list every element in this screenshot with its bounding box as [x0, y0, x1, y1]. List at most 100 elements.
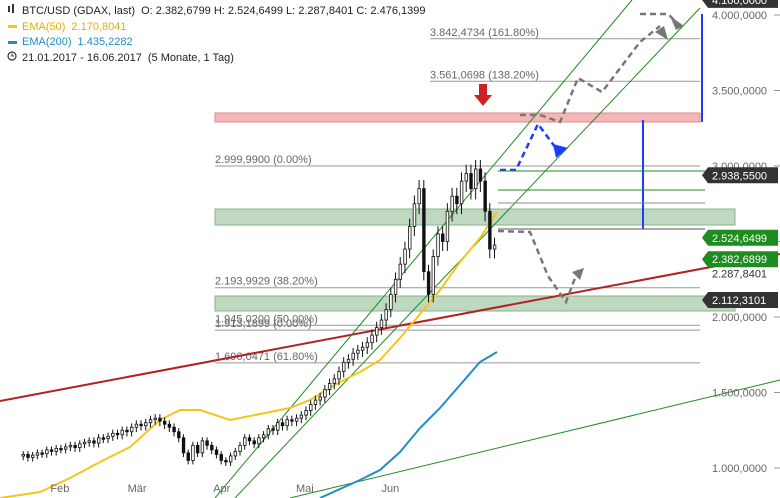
candle-body: [205, 440, 209, 446]
legend-ema50-row[interactable]: EMA(50) 2.170,8041: [6, 20, 425, 36]
price-tag-bg: [702, 229, 778, 246]
legend-period-row: 21.01.2017 - 16.06.2017 (5 Monate, 1 Tag…: [6, 50, 425, 67]
candle-body: [299, 414, 304, 419]
period-note: (5 Monate, 1 Tag): [147, 51, 234, 64]
ema50-value: 2.170,8041: [71, 20, 127, 33]
candle-body: [111, 432, 115, 437]
candle-body: [64, 446, 68, 450]
candle-body: [351, 352, 355, 360]
candle-body: [87, 440, 91, 443]
candle-body: [177, 431, 181, 439]
candle-body: [186, 452, 190, 461]
candle-body: [247, 437, 252, 442]
candle-body: [408, 225, 412, 250]
price-tag-label: 2.287,8401: [712, 269, 767, 281]
fib-label: 3.842,4734 (161.80%): [430, 27, 539, 39]
candle-body: [365, 342, 370, 348]
candle-body: [219, 454, 223, 461]
candle-body: [436, 233, 440, 257]
projection-gray-up-2: [640, 12, 677, 23]
candle-body: [68, 444, 73, 448]
candle-body: [379, 319, 384, 328]
candle-body: [120, 429, 124, 436]
candle-body: [214, 449, 219, 455]
ema50-swatch-icon: [6, 20, 18, 36]
candle-body: [450, 195, 454, 212]
candle-body: [153, 417, 157, 421]
candle-body: [134, 423, 139, 428]
legend-ema200-row[interactable]: EMA(200) 1.435,2282: [6, 35, 425, 51]
x-tick-label: Jun: [382, 483, 400, 495]
projection-gray-arrowhead-2: [670, 16, 684, 30]
legend: BTC/USD (GDAX, last) O: 2.382,6799 H: 2.…: [6, 4, 425, 66]
candle-body: [59, 447, 63, 451]
x-tick-label: Mär: [128, 483, 147, 495]
candle-body: [342, 361, 346, 372]
y-tick-label: 1.500,0000: [712, 388, 767, 400]
red-down-arrow-icon: [474, 84, 492, 106]
candle-body: [191, 444, 195, 461]
fib-lines: 3.842,4734 (161.80%) 3.561,0698 (138.20%)…: [215, 27, 700, 364]
fib-zone-61: [214, 295, 736, 312]
candle-body: [31, 454, 35, 458]
candles-icon: [6, 4, 18, 20]
candle-body: [290, 419, 294, 422]
candle-body: [445, 210, 450, 242]
candle-body: [412, 203, 417, 227]
candle-body: [393, 278, 398, 295]
candle-body: [426, 271, 431, 295]
candle-body: [280, 422, 285, 427]
candle-body: [195, 444, 200, 454]
channel-line-green-3: [289, 379, 780, 498]
candle-body: [54, 447, 58, 452]
candle-body: [346, 358, 351, 363]
candle-body: [49, 449, 54, 452]
candle-body: [181, 437, 186, 454]
fib-label: 1.945,0200 (50.00%): [215, 313, 318, 325]
candle-body: [266, 428, 271, 436]
projection-gray-up: [520, 25, 661, 124]
candle-body: [257, 437, 261, 445]
candle-body: [228, 455, 233, 463]
trend-line-red: [0, 253, 780, 402]
candle-body: [139, 423, 143, 427]
ema50-label: EMA(50): [22, 20, 66, 33]
x-tick-label: Apr: [213, 483, 230, 495]
price-tags: 4.100,0000 2.938,5500 2.524,6499 2.382,6899…: [702, 0, 778, 309]
candle-body: [261, 434, 266, 439]
y-tick-label: 3.500,0000: [712, 86, 767, 98]
fib-label: 2.193,9929 (38.20%): [215, 276, 318, 288]
candle-body: [210, 444, 214, 451]
candle-body: [398, 263, 403, 280]
candle-body: [233, 450, 238, 457]
candle-body: [488, 210, 492, 250]
candle-body: [492, 244, 497, 250]
y-tick-label: 4.000,0000: [712, 10, 767, 22]
candle-body: [101, 437, 106, 440]
ema200-label: EMA(200): [22, 36, 72, 48]
candle-body: [252, 440, 256, 445]
candle-body: [40, 452, 44, 455]
candle-body: [464, 173, 469, 182]
candle-body: [172, 426, 176, 433]
fib-label: 1.913,1899 (0.00%): [215, 318, 312, 330]
candle-body: [474, 168, 478, 190]
candle-body: [162, 420, 167, 425]
fib-label: 2.999,9900 (0.00%): [215, 154, 312, 166]
x-axis: Feb Mär Apr Mai Jun: [50, 483, 399, 495]
candle-body: [148, 419, 153, 424]
candle-body: [422, 188, 426, 273]
fib-label: 3.561,0698 (138.20%): [430, 69, 539, 81]
candle-body: [304, 410, 308, 416]
candle-body: [309, 404, 313, 412]
candle-body: [417, 188, 421, 205]
candle-body: [384, 309, 388, 321]
candle-body: [144, 422, 148, 427]
resistance-zone: [214, 112, 701, 123]
candle-body: [318, 396, 322, 401]
candle-body: [106, 435, 110, 439]
price-tag-bg: [702, 167, 778, 184]
price-tag-bg: [702, 0, 778, 8]
candle-body: [167, 423, 172, 428]
